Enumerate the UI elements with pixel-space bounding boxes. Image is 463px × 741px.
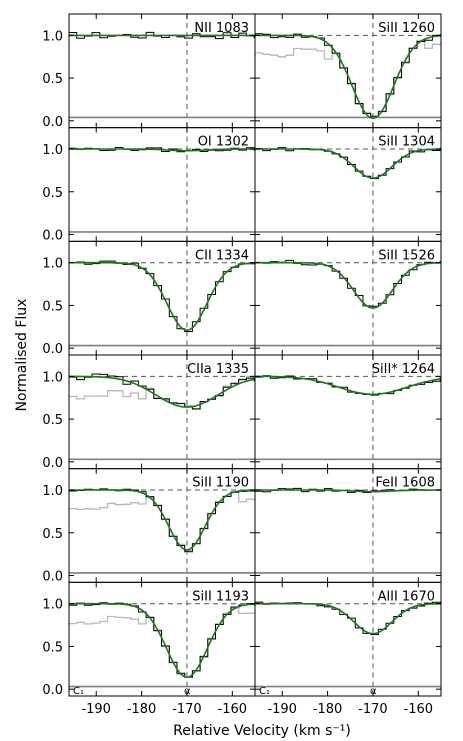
panel-label: SiII 1526 — [378, 248, 435, 263]
y-tick-label: 0.5 — [42, 299, 63, 314]
fit-curve — [69, 602, 255, 679]
data-spectrum — [69, 31, 255, 40]
panel-label: SiII 1190 — [192, 476, 249, 491]
y-tick-label: 0.0 — [42, 115, 63, 130]
y-tick-label: 0.0 — [42, 342, 63, 357]
panel-label: SiII 1304 — [378, 135, 435, 150]
panel-3: 0.0 0.5 1.0 OI 1302 — [42, 127, 256, 243]
y-tick-label: 0.5 — [42, 640, 63, 655]
y-tick-label: 1.0 — [42, 29, 63, 44]
panel-10: FeII 1608 — [254, 468, 442, 583]
y-tick-label: 1.0 — [42, 484, 63, 499]
panel-9: 0.0 0.5 1.0 SiII 1190 — [42, 468, 256, 584]
panel-label: SiII 1193 — [192, 589, 249, 604]
fit-curve — [69, 375, 255, 408]
y-tick-label: 0.0 — [42, 228, 63, 243]
x-tick-label: -170 — [172, 702, 202, 717]
data-spectrum — [69, 373, 255, 410]
panel-11: 0.0 0.5 1.0 SiII 1193 α C₁ — [42, 581, 256, 698]
x-tick-label: -170 — [358, 702, 388, 717]
y-tick-label: 0.0 — [42, 683, 63, 698]
x-tick-label: -160 — [218, 702, 248, 717]
component-label: α — [370, 686, 377, 697]
data-spectrum — [69, 260, 255, 332]
x-tick-labels: -190 -180 -170 -160 -190 -180 -170 -160 — [81, 702, 433, 717]
fit-curve — [255, 148, 441, 179]
corner-label: C₁ — [259, 686, 270, 697]
y-tick-label: 0.0 — [42, 569, 63, 584]
panel-label: NII 1083 — [194, 21, 249, 36]
blended-spectrum — [69, 607, 255, 679]
x-axis-label: Relative Velocity (km s⁻¹) — [173, 723, 351, 739]
panel-label: AlII 1670 — [378, 589, 435, 604]
panel-12: AlII 1670 α C₁ — [254, 581, 442, 697]
fit-curve — [69, 261, 255, 332]
panel-frame — [254, 581, 442, 697]
x-tick-label: -190 — [267, 702, 297, 717]
panel-2: SiII 1260 — [254, 13, 442, 129]
panel-label: CII 1334 — [195, 248, 249, 263]
data-spectrum — [255, 601, 441, 635]
panel-7: 0.0 0.5 1.0 CIIa 1335 — [42, 354, 256, 471]
y-tick-label: 0.5 — [42, 527, 63, 542]
panel-label: FeII 1608 — [375, 476, 435, 491]
panel-label: SiII* 1264 — [372, 362, 435, 377]
x-tick-label: -180 — [313, 702, 343, 717]
corner-label: C₁ — [73, 686, 84, 697]
y-tick-label: 0.0 — [42, 456, 63, 471]
panel-1: 0.0 0.5 1.0 NII 1083 — [42, 13, 256, 130]
fit-curve — [69, 489, 255, 551]
y-tick-label: 1.0 — [42, 370, 63, 385]
panel-label: OI 1302 — [198, 135, 249, 150]
y-tick-label: 0.5 — [42, 186, 63, 201]
y-tick-label: 0.5 — [42, 72, 63, 87]
y-tick-label: 0.5 — [42, 413, 63, 428]
data-spectrum — [255, 259, 441, 307]
panel-label: CIIa 1335 — [187, 362, 249, 377]
y-tick-label: 1.0 — [42, 257, 63, 272]
fit-curve — [255, 375, 441, 396]
panel-6: SiII 1526 — [254, 240, 442, 356]
y-axis-label: Normalised Flux — [14, 299, 30, 412]
panel-4: SiII 1304 — [254, 127, 442, 242]
x-tick-label: -190 — [81, 702, 111, 717]
panel-label: SiII 1260 — [378, 21, 435, 36]
component-label: α — [184, 686, 191, 697]
fit-curve — [69, 148, 255, 152]
data-spectrum — [255, 147, 441, 180]
panel-5: 0.0 0.5 1.0 CII 1334 — [42, 240, 256, 357]
fit-curve — [255, 489, 441, 493]
fit-curve — [255, 34, 441, 120]
y-tick-label: 1.0 — [42, 143, 63, 158]
blended-spectrum — [255, 39, 441, 118]
fit-curve — [255, 261, 441, 309]
blended-spectrum — [69, 491, 255, 553]
data-spectrum — [255, 375, 441, 396]
x-tick-label: -180 — [127, 702, 157, 717]
fit-curve — [255, 602, 441, 635]
panel-8: SiII* 1264 — [254, 354, 442, 470]
y-tick-label: 1.0 — [42, 598, 63, 613]
x-tick-label: -160 — [404, 702, 434, 717]
panel-grid: 0.0 0.5 1.0 NII 1083 SiII 1260 0.0 0.5 1.0 OI 13… — [42, 13, 442, 698]
